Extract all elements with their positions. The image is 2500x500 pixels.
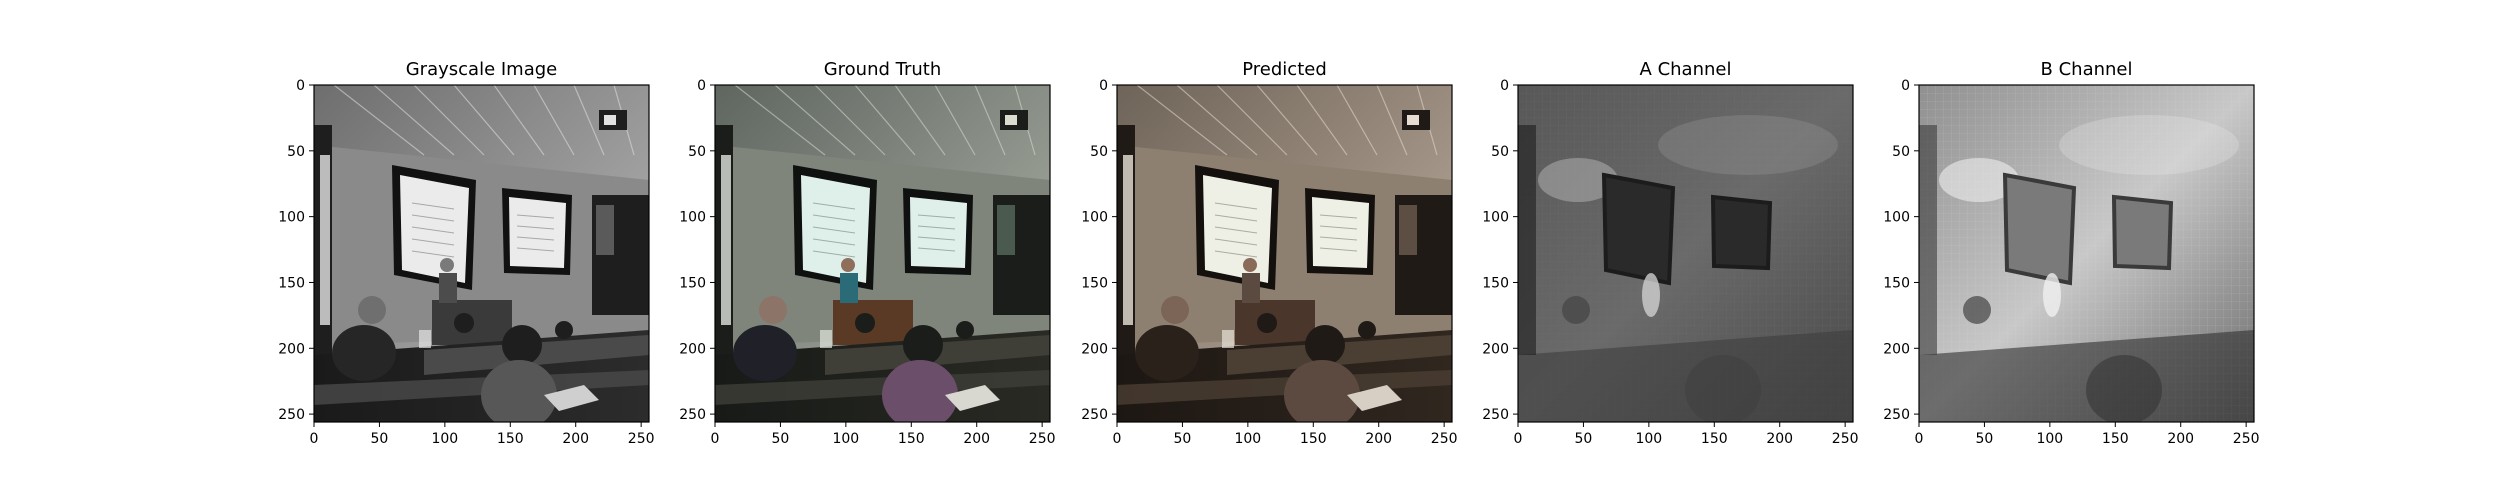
y-tick-label: 50 — [287, 144, 305, 160]
x-tick-label: 0 — [1915, 431, 1924, 447]
x-tick-label: 100 — [1234, 431, 1261, 447]
x-tick-label: 200 — [963, 431, 990, 447]
y-tick-label: 100 — [1081, 210, 1108, 226]
a-channel-axes-frame — [1517, 84, 1854, 423]
y-tick-label: 250 — [1081, 407, 1108, 423]
y-tick-label: 250 — [278, 407, 305, 423]
x-tick-label: 150 — [1701, 431, 1728, 447]
x-tick-label: 200 — [1766, 431, 1793, 447]
y-tick-label: 50 — [1892, 144, 1910, 160]
x-tick-label: 0 — [711, 431, 720, 447]
a-channel-title: A Channel — [1640, 59, 1732, 80]
y-tick-label: 150 — [1081, 275, 1108, 291]
x-tick-label: 50 — [1575, 431, 1593, 447]
x-tick-label: 0 — [1113, 431, 1122, 447]
y-tick-label: 150 — [1883, 275, 1910, 291]
y-tick-label: 0 — [1099, 78, 1108, 94]
y-tick-label: 0 — [296, 78, 305, 94]
y-tick-label: 100 — [1482, 210, 1509, 226]
grayscale-panel: Grayscale Image 0 50 100 150 200 250 0 50 100 150 2… — [278, 59, 655, 447]
y-tick-label: 100 — [278, 210, 305, 226]
x-tick-label: 50 — [772, 431, 790, 447]
x-tick-label: 150 — [1300, 431, 1327, 447]
predicted-title: Predicted — [1242, 59, 1327, 80]
a-channel-image — [1518, 85, 1853, 422]
x-tick-label: 250 — [1431, 431, 1458, 447]
x-tick-label: 0 — [310, 431, 319, 447]
x-tick-label: 50 — [1174, 431, 1192, 447]
b-channel-image — [1919, 85, 2254, 422]
y-tick-label: 50 — [1491, 144, 1509, 160]
y-tick-label: 200 — [1081, 341, 1108, 357]
x-tick-label: 150 — [497, 431, 524, 447]
y-tick-label: 150 — [278, 275, 305, 291]
x-tick-label: 150 — [898, 431, 925, 447]
b-channel-axes-frame — [1918, 84, 2255, 423]
b-channel-title: B Channel — [2041, 59, 2133, 80]
x-tick-label: 100 — [832, 431, 859, 447]
x-tick-label: 250 — [1832, 431, 1859, 447]
y-tick-label: 250 — [1883, 407, 1910, 423]
y-tick-label: 150 — [1482, 275, 1509, 291]
panels: Grayscale Image 0 50 100 150 200 250 0 50 100 150 2… — [278, 59, 2259, 447]
b-channel-panel: B Channel 0 50 100 150 200 250 0 50 100 150 200 250 — [1883, 59, 2259, 447]
y-tick-label: 50 — [688, 144, 706, 160]
y-tick-label: 200 — [679, 341, 706, 357]
y-tick-label: 100 — [679, 210, 706, 226]
y-tick-label: 250 — [679, 407, 706, 423]
y-tick-label: 200 — [1482, 341, 1509, 357]
y-tick-label: 0 — [697, 78, 706, 94]
grayscale-axes-frame — [313, 84, 650, 423]
x-tick-label: 100 — [431, 431, 458, 447]
predicted-image — [1117, 85, 1452, 422]
x-tick-label: 50 — [1976, 431, 1994, 447]
y-tick-label: 0 — [1901, 78, 1910, 94]
x-tick-label: 250 — [628, 431, 655, 447]
x-tick-label: 200 — [2167, 431, 2194, 447]
ground-truth-title: Ground Truth — [824, 59, 942, 80]
x-tick-label: 200 — [562, 431, 589, 447]
y-tick-label: 0 — [1500, 78, 1509, 94]
x-tick-label: 100 — [1635, 431, 1662, 447]
x-tick-label: 100 — [2036, 431, 2063, 447]
y-tick-label: 50 — [1090, 144, 1108, 160]
x-tick-label: 250 — [2233, 431, 2260, 447]
predicted-panel: Predicted 0 50 100 150 200 250 0 50 100 150 200 250 — [1081, 59, 1458, 447]
grayscale-image — [314, 85, 649, 422]
ground-truth-axes-frame — [714, 84, 1051, 423]
grayscale-title: Grayscale Image — [406, 59, 558, 80]
x-tick-label: 0 — [1514, 431, 1523, 447]
x-tick-label: 50 — [371, 431, 389, 447]
x-tick-label: 250 — [1029, 431, 1056, 447]
y-tick-label: 150 — [679, 275, 706, 291]
ground-truth-panel: Ground Truth 0 50 100 150 200 250 0 50 100 150 200 2… — [679, 59, 1056, 447]
ground-truth-image — [715, 85, 1050, 422]
y-tick-label: 200 — [278, 341, 305, 357]
predicted-axes-frame — [1116, 84, 1453, 423]
y-tick-label: 200 — [1883, 341, 1910, 357]
x-tick-label: 150 — [2102, 431, 2129, 447]
y-tick-label: 100 — [1883, 210, 1910, 226]
x-tick-label: 200 — [1365, 431, 1392, 447]
a-channel-panel: A Channel 0 50 100 150 200 250 0 50 100 150 200 250 — [1482, 59, 1858, 447]
y-tick-label: 250 — [1482, 407, 1509, 423]
